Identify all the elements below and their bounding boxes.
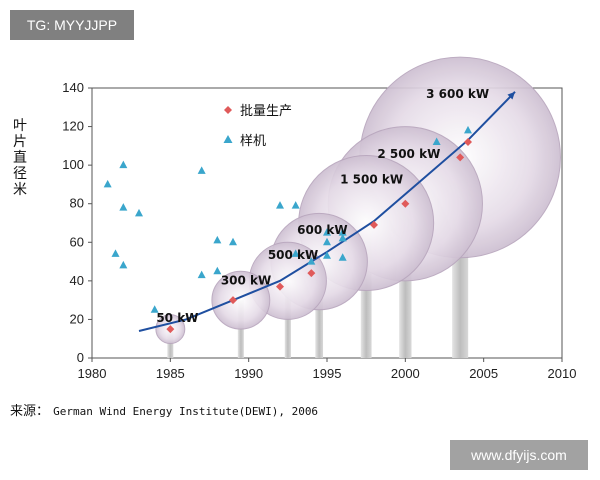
prototype-point — [119, 260, 128, 269]
prototype-point — [276, 201, 284, 209]
production-point — [229, 296, 237, 305]
x-tick-label: 1995 — [313, 366, 342, 381]
y-tick-label: 80 — [70, 196, 84, 211]
turbine-power-label: 600 kW — [297, 223, 347, 237]
trend-arrowhead — [507, 91, 515, 100]
legend-production-label: 批量生产 — [240, 104, 292, 119]
prototype-point — [197, 166, 206, 174]
y-axis-label-char: 径 — [13, 166, 27, 182]
prototype-point — [338, 233, 347, 242]
turbine-power-label: 300 kW — [221, 274, 271, 288]
legend-prototype-marker — [223, 135, 233, 143]
legend-production-marker — [224, 106, 232, 114]
prototype-point — [323, 237, 331, 246]
production-point — [401, 199, 410, 208]
turbine-rotor-bubble — [211, 270, 271, 330]
y-axis-label: 叶片直径米 — [12, 118, 28, 198]
x-tick-label: 2010 — [548, 366, 577, 381]
turbine-power-label: 2 500 kW — [377, 147, 440, 161]
source-text: German Wind Energy Institute(DEWI), 2006 — [53, 405, 319, 418]
prototype-point — [323, 228, 331, 236]
prototype-point — [464, 125, 472, 134]
prototype-point — [229, 237, 237, 246]
prototype-point — [213, 235, 222, 244]
y-tick-label: 40 — [70, 273, 84, 288]
prototype-point — [338, 253, 347, 261]
y-tick-label: 20 — [70, 311, 84, 326]
prototype-point — [213, 266, 222, 275]
prototype-point — [307, 257, 316, 265]
production-point — [464, 138, 472, 146]
y-axis-label-char: 片 — [13, 134, 27, 150]
production-point — [276, 282, 284, 291]
prototype-point — [432, 137, 441, 145]
production-point — [307, 269, 316, 278]
production-point — [166, 325, 175, 334]
y-axis-label-char: 叶 — [13, 118, 27, 134]
prototype-point — [291, 201, 300, 209]
prototype-point — [119, 160, 128, 169]
watermark-top: TG: MYYJJPP — [10, 10, 134, 40]
production-point — [456, 153, 465, 162]
y-tick-label: 60 — [70, 234, 84, 249]
prototype-point — [323, 251, 331, 259]
turbine-power-label: 500 kW — [268, 248, 318, 262]
turbine-power-label: 3 600 kW — [426, 87, 489, 101]
y-tick-label: 100 — [62, 157, 84, 172]
source-line: 来源： German Wind Energy Institute(DEWI), … — [10, 400, 318, 419]
x-tick-label: 1990 — [234, 366, 263, 381]
y-tick-label: 120 — [62, 119, 84, 134]
production-point — [370, 220, 378, 229]
prototype-point — [119, 203, 128, 211]
prototype-point — [197, 270, 206, 279]
source-label: 来源： — [10, 404, 50, 419]
prototype-point — [338, 228, 347, 236]
x-tick-label: 1980 — [78, 366, 107, 381]
prototype-point — [111, 249, 120, 257]
x-tick-label: 1985 — [156, 366, 185, 381]
y-tick-label: 140 — [62, 80, 84, 95]
x-tick-label: 2005 — [469, 366, 498, 381]
prototype-point — [135, 208, 143, 217]
turbine-power-label: 1 500 kW — [340, 172, 403, 186]
y-tick-label: 0 — [77, 350, 84, 365]
prototype-point — [291, 249, 300, 257]
prototype-point — [150, 305, 159, 313]
legend-prototype-label: 样机 — [240, 134, 266, 149]
turbine-power-label: 50 kW — [156, 311, 198, 325]
x-tick-label: 2000 — [391, 366, 420, 381]
prototype-point — [103, 179, 112, 188]
y-axis-label-char: 米 — [13, 182, 27, 198]
watermark-bottom: www.dfyijs.com — [450, 440, 588, 470]
y-axis-label-text: 叶片直径米 — [12, 118, 28, 198]
y-axis-label-char: 直 — [13, 150, 27, 166]
